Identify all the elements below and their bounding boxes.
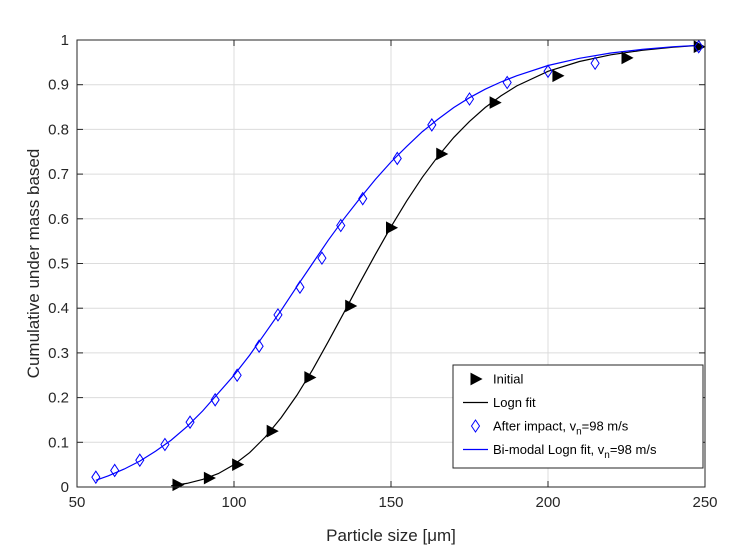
legend-marker-swatch [470, 372, 483, 386]
y-tick-label: 0.7 [48, 166, 69, 183]
data-point [254, 339, 264, 354]
data-point [304, 371, 317, 384]
data-point [172, 478, 185, 492]
tick-layer: 50 100 150 200 250 0 0.1 0.2 0.3 0.4 0.5 0.6 0.7 0.8 0… [48, 32, 717, 511]
data-point [436, 147, 449, 161]
data-point [427, 118, 437, 132]
data-point [210, 392, 220, 407]
x-tick-label: 150 [378, 494, 403, 511]
legend-entry-label: Logn fit [493, 395, 536, 410]
x-tick-label: 50 [69, 494, 86, 511]
y-tick-label: 0.4 [48, 300, 69, 317]
y-tick-label: 0.9 [48, 77, 69, 94]
data-point [110, 463, 120, 478]
data-point [266, 424, 279, 438]
series-line [95, 44, 699, 481]
y-tick-label: 0.5 [48, 256, 69, 273]
data-point [232, 458, 245, 471]
data-point [317, 251, 327, 266]
y-tick-label: 0.8 [48, 121, 69, 138]
data-point [185, 415, 195, 430]
legend-entry-label: After impact, vn=98 m/s [493, 419, 629, 438]
data-point [203, 471, 216, 485]
y-tick-label: 0.6 [48, 211, 69, 228]
data-point [543, 64, 553, 79]
legend-box [452, 364, 704, 469]
y-axis-label: Cumulative under mass based [24, 149, 43, 379]
y-tick-label: 0.2 [48, 390, 69, 407]
series-3 [95, 44, 699, 481]
legend-marker-swatch [470, 419, 481, 433]
data-point [464, 92, 475, 106]
data-point [694, 39, 704, 54]
data-point [621, 51, 634, 65]
data-point [552, 69, 565, 83]
legend-entry-label: Bi-modal Logn fit, vn=98 m/s [493, 442, 657, 461]
data-point [386, 221, 399, 235]
y-tick-label: 0 [61, 479, 69, 496]
data-point [358, 191, 368, 206]
data-point [273, 308, 283, 322]
data-point [336, 218, 346, 233]
data-point [295, 280, 305, 295]
data-point [160, 437, 170, 452]
x-tick-label: 100 [221, 494, 246, 511]
data-point [232, 368, 242, 383]
data-point [502, 75, 512, 90]
series-layer [91, 39, 706, 492]
data-point [135, 453, 145, 468]
y-tick-label: 1 [61, 32, 69, 49]
legend: Initial Logn fit After impact, vn=98 m/s Bi… [452, 364, 704, 469]
y-tick-label: 0.3 [48, 345, 69, 362]
x-axis-label: Particle size [μm] [326, 526, 456, 545]
series-2 [91, 39, 704, 485]
data-point [392, 151, 402, 166]
data-point [91, 470, 101, 485]
data-point [489, 96, 502, 109]
legend-entry-label: Initial [493, 372, 523, 387]
x-tick-label: 200 [535, 494, 560, 511]
y-tick-label: 0.1 [48, 434, 69, 451]
data-point [590, 56, 600, 71]
x-tick-label: 250 [692, 494, 717, 511]
data-point [345, 299, 358, 313]
